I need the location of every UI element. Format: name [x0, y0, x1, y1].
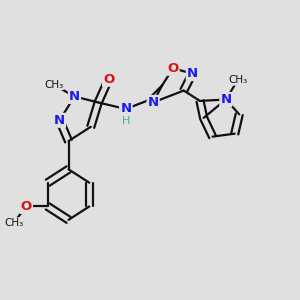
Text: O: O: [21, 200, 32, 213]
Text: O: O: [167, 62, 178, 75]
Text: H: H: [122, 116, 130, 126]
Text: N: N: [120, 103, 131, 116]
Text: N: N: [69, 90, 80, 103]
Text: N: N: [220, 93, 231, 106]
Text: O: O: [103, 73, 114, 86]
Text: N: N: [54, 114, 65, 127]
Text: H: H: [122, 116, 130, 126]
Text: CH₃: CH₃: [228, 75, 248, 85]
Text: N: N: [120, 103, 131, 116]
Text: N: N: [187, 67, 198, 80]
Text: CH₃: CH₃: [44, 80, 63, 90]
Text: N: N: [148, 96, 159, 109]
Text: CH₃: CH₃: [4, 218, 23, 228]
